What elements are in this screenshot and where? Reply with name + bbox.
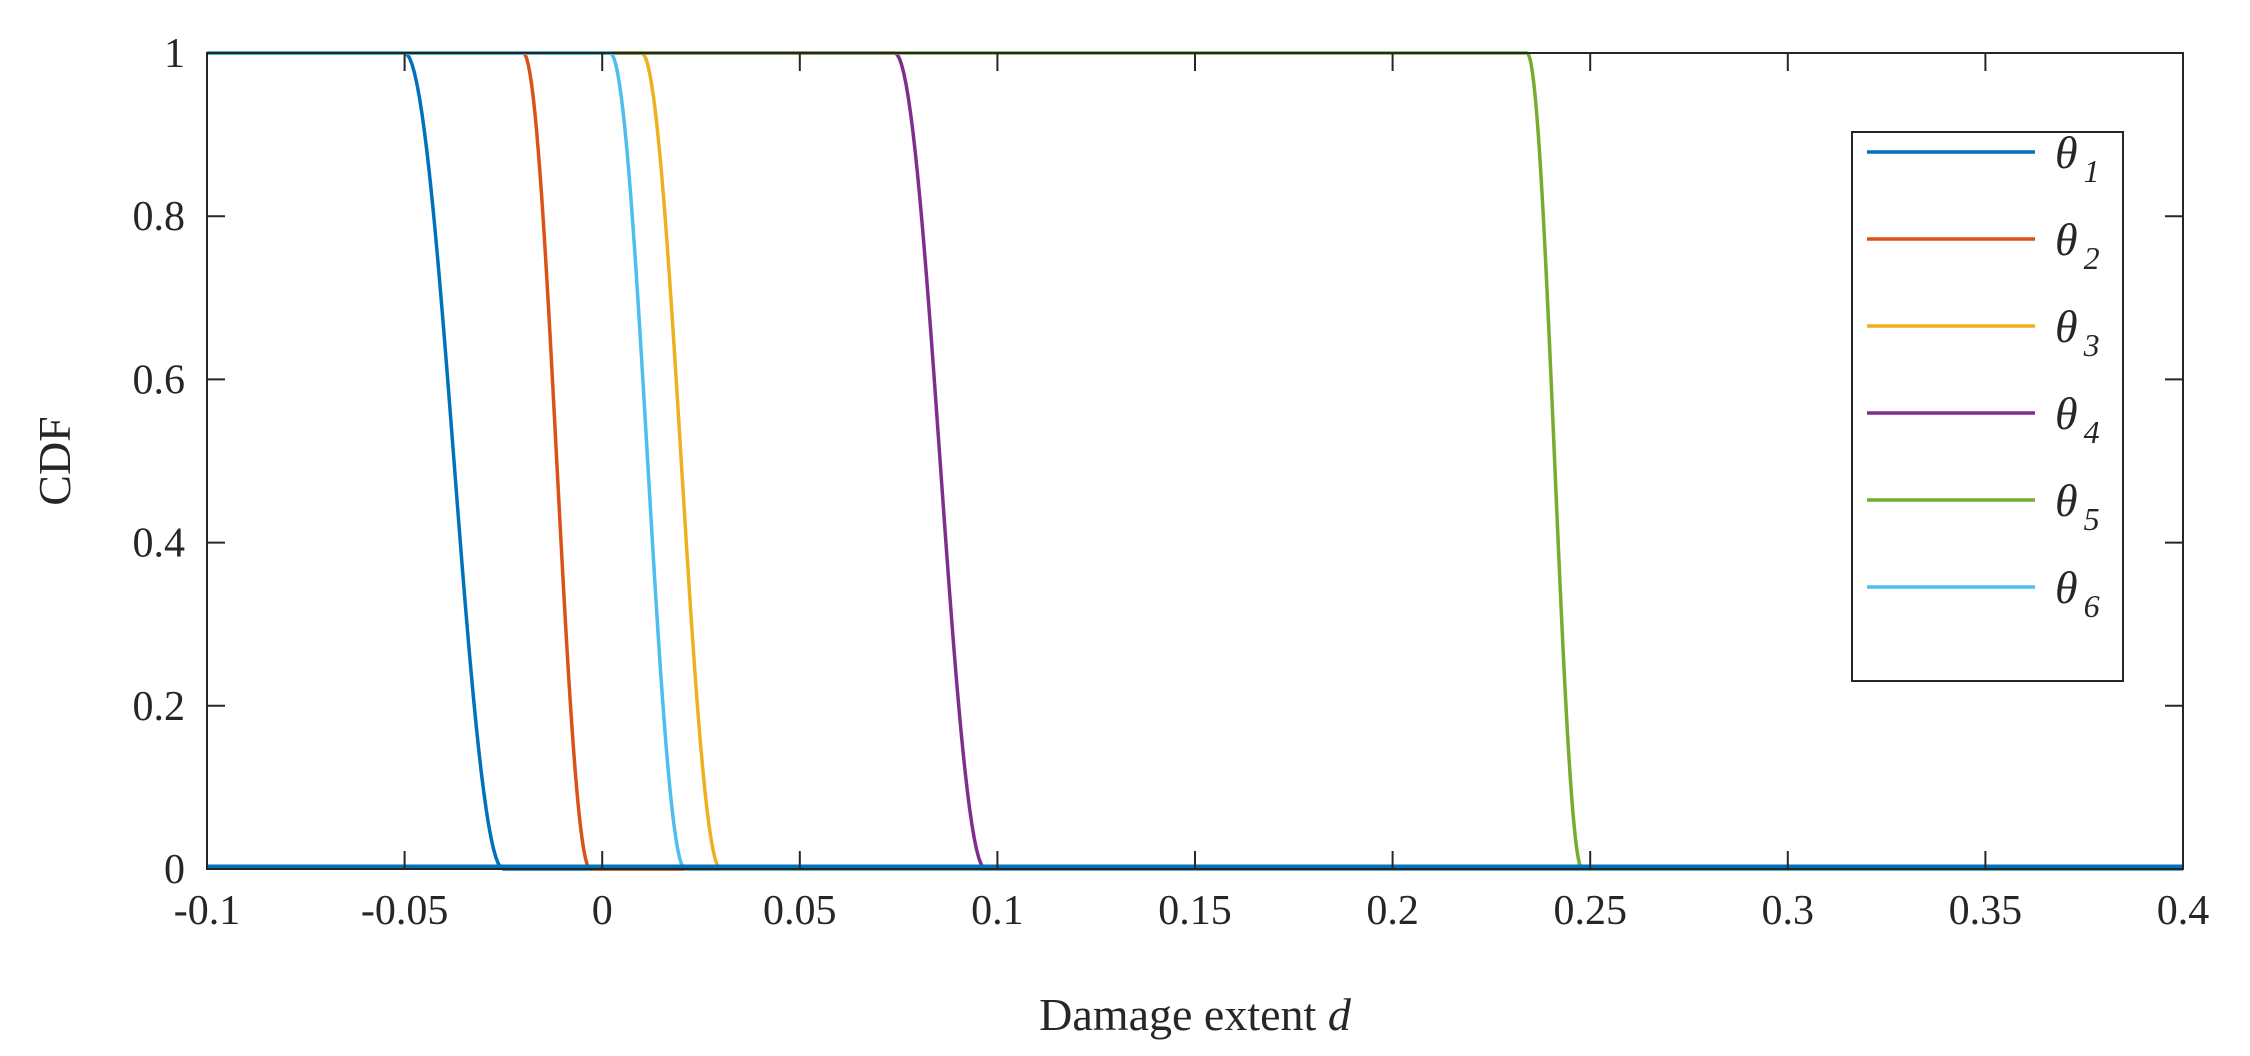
y-axis-ticks: 0 0.2 0.4 0.6 0.8 1 <box>133 31 2183 893</box>
series-line-theta-3 <box>207 51 2183 871</box>
x-tick-label: 0.2 <box>1366 888 1419 934</box>
series-line-theta-1 <box>207 51 2183 871</box>
x-tick-label: 0.15 <box>1158 888 1232 934</box>
series-line-theta-4 <box>207 51 2183 871</box>
x-tick-label: 0.3 <box>1762 888 1815 934</box>
x-tick-label: 0 <box>592 888 613 934</box>
x-tick-label: 0.35 <box>1949 888 2023 934</box>
x-tick-label: -0.05 <box>361 888 449 934</box>
series-layer <box>207 51 2183 871</box>
y-tick-label: 0.4 <box>133 521 186 567</box>
x-tick-label: 0.25 <box>1553 888 1627 934</box>
series-line-theta-5 <box>207 51 2183 871</box>
x-tick-label: 0.05 <box>763 888 837 934</box>
series-line-theta-2 <box>207 51 2183 871</box>
series-line-theta-6 <box>207 51 2183 871</box>
legend-box <box>1851 131 2124 682</box>
y-axis-title: CDF <box>29 416 80 505</box>
y-tick-label: 0 <box>164 847 185 893</box>
legend: θ 1 θ 2 θ 3 θ 4 θ 5 θ 6 <box>1851 127 2124 682</box>
x-tick-label: 0.1 <box>971 888 1024 934</box>
x-axis-ticks: -0.1 -0.05 0 0.05 0.1 0.15 0.2 0.25 0.3 0.35 0.4 <box>174 53 2210 934</box>
y-tick-label: 0.6 <box>133 357 186 403</box>
x-axis-title: Damage extent d <box>1039 989 1352 1040</box>
x-tick-label: -0.1 <box>174 888 241 934</box>
x-tick-label: 0.4 <box>2157 888 2210 934</box>
y-tick-label: 1 <box>164 31 185 77</box>
y-tick-label: 0.8 <box>133 194 186 240</box>
y-tick-label: 0.2 <box>133 684 186 730</box>
